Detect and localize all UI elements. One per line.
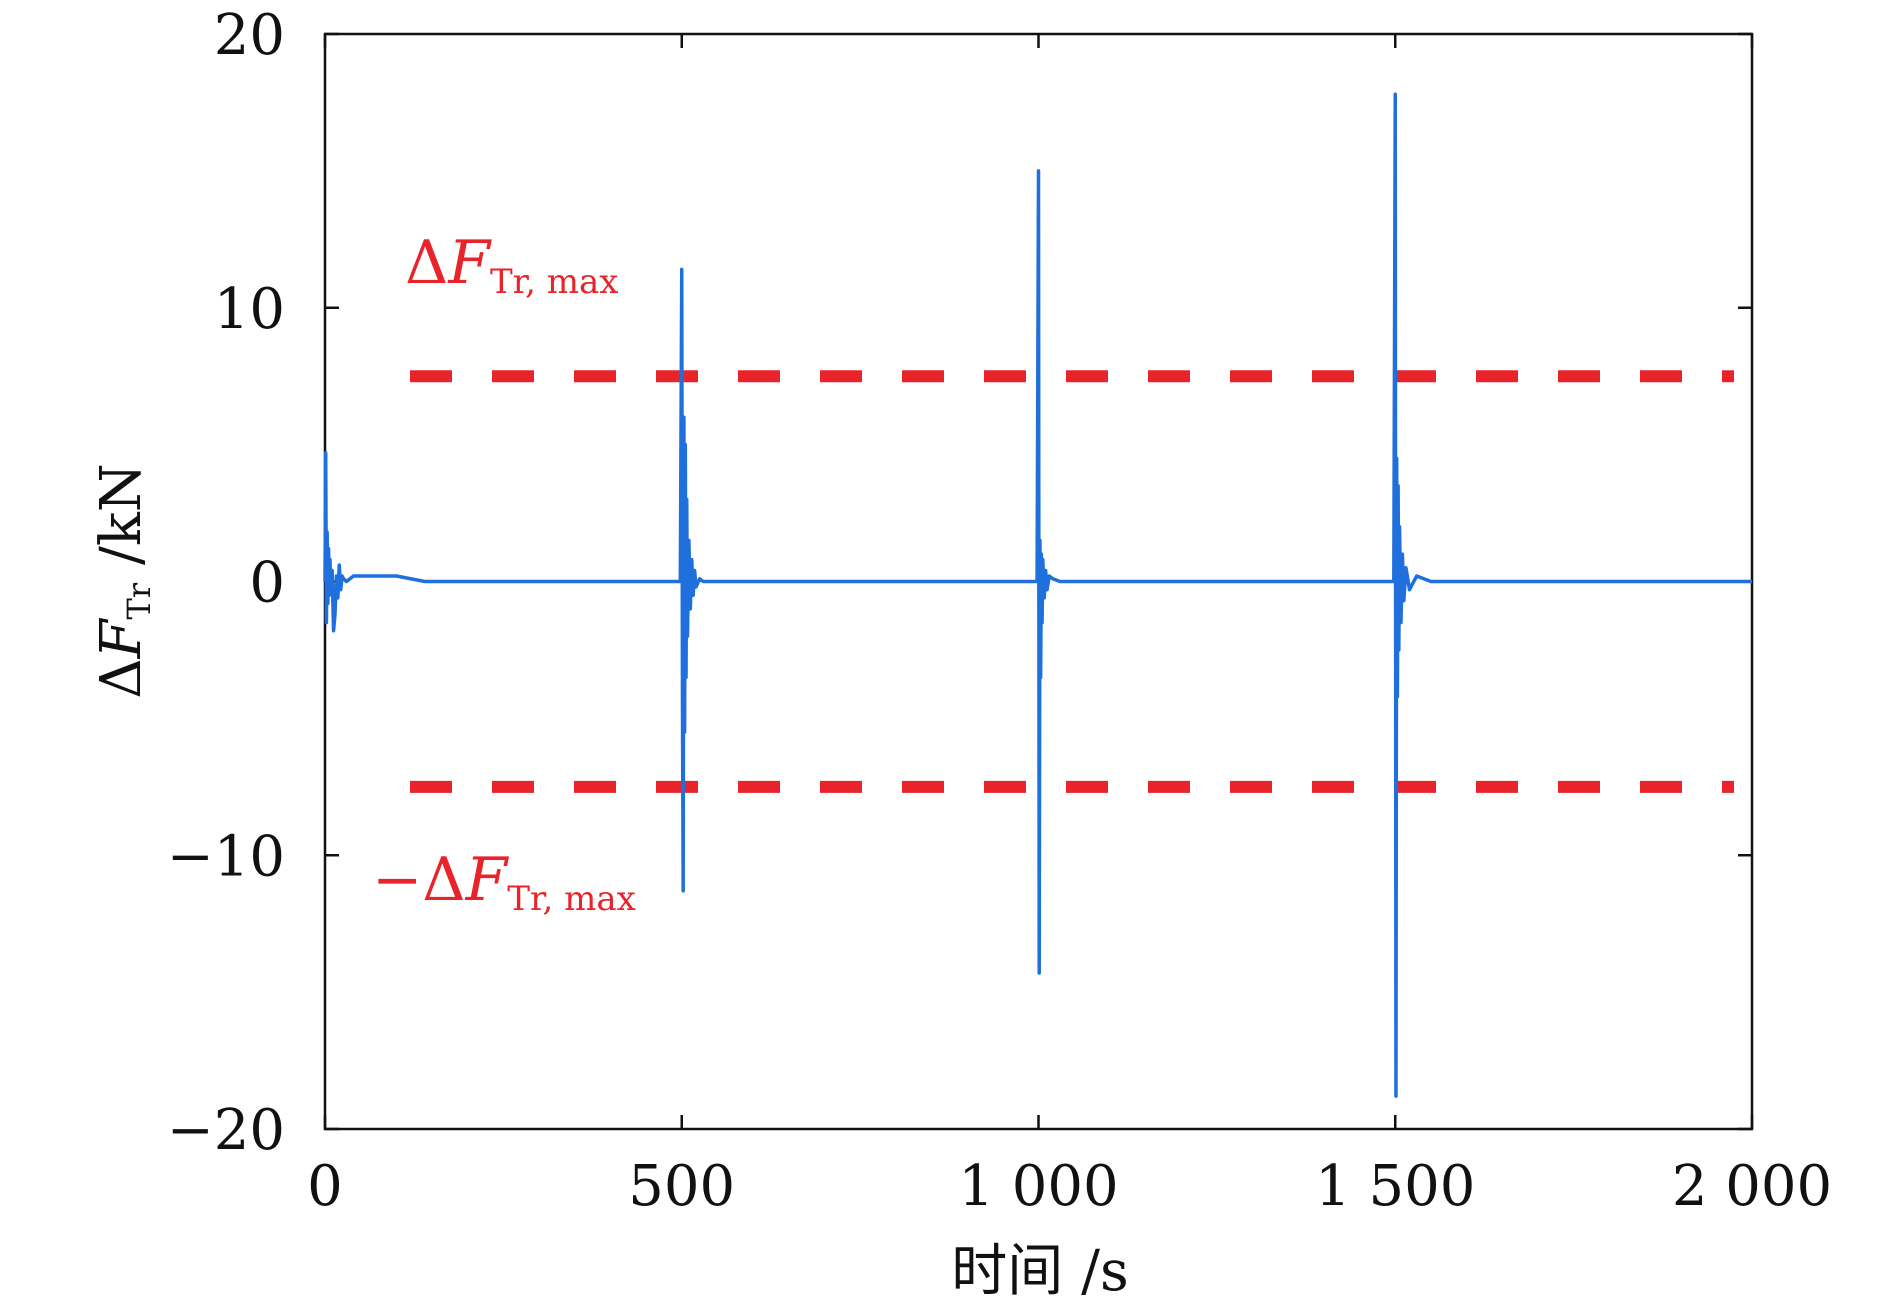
annotation-min-sub: Tr, max [507, 879, 636, 919]
tick-labels: 0 500 1 000 1 500 2 000 −20 −10 0 10 20 [167, 3, 1832, 1219]
annotation-min-var: F [465, 845, 510, 915]
annotation-max-sub: Tr, max [490, 262, 619, 302]
y-axis-label-var: F [89, 617, 154, 659]
annotation-max-delta: Δ [405, 228, 448, 298]
annotation-min-delta: Δ [422, 845, 465, 915]
annotation-max: ΔFTr, max [405, 228, 618, 302]
x-tick-label: 1 000 [958, 1154, 1118, 1219]
threshold-lines [410, 370, 1734, 793]
y-axis-label: ΔFTr /kN [89, 463, 158, 699]
y-tick-label: −20 [167, 1098, 285, 1163]
x-tick-label: 500 [628, 1154, 735, 1219]
annotation-max-var: F [447, 228, 492, 298]
series-layer [323, 92, 1752, 1098]
annotation-min: −ΔFTr, max [372, 845, 636, 919]
y-tick-label: 10 [214, 277, 285, 342]
y-tick-label: −10 [167, 824, 285, 889]
annotation-min-prefix: − [372, 845, 422, 915]
series-line [323, 92, 1752, 1098]
y-axis-label-delta: Δ [89, 658, 154, 698]
x-tick-label: 2 000 [1672, 1154, 1832, 1219]
y-tick-label: 20 [214, 3, 285, 68]
axis-ticks [323, 32, 1754, 1131]
y-tick-label: 0 [249, 551, 285, 616]
x-axis-label: 时间 /s [951, 1239, 1128, 1304]
y-axis-label-unit: /kN [89, 463, 154, 583]
y-axis-label-sub: Tr [120, 582, 158, 619]
x-tick-label: 0 [307, 1154, 343, 1219]
x-tick-label: 1 500 [1315, 1154, 1475, 1219]
